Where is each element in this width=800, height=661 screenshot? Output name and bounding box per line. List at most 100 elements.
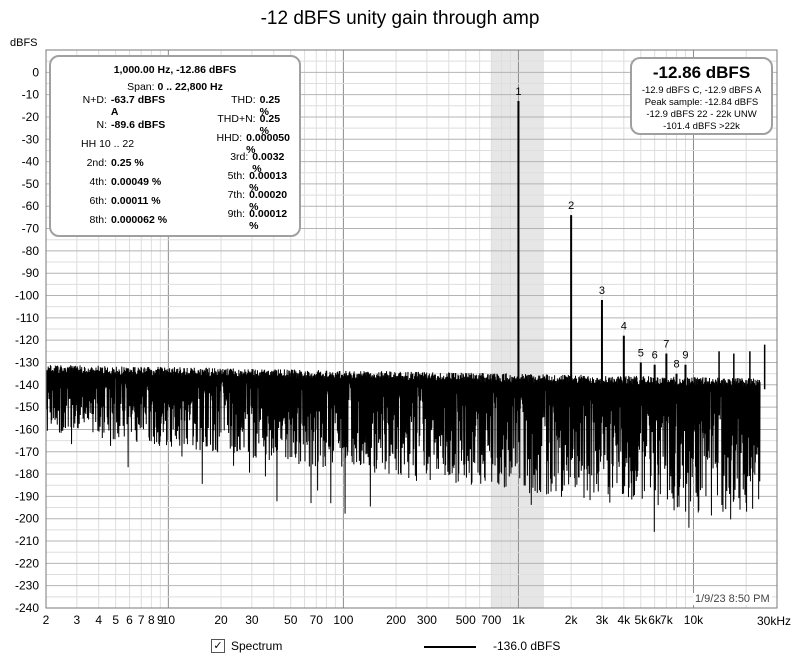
timestamp: 1/9/23 8:50 PM [693, 593, 772, 605]
stats-cell: 9th: 0.00012 % [175, 208, 291, 232]
harmonic-label-2: 2 [568, 200, 574, 212]
spectrum-checkbox[interactable]: ✓ [211, 639, 225, 653]
y-axis-label: dBFS [10, 37, 38, 49]
span-value: 0 .. 22,800 Hz [157, 81, 223, 93]
y-tick-label: 0 [32, 65, 39, 79]
stats-value: 0.25 % [259, 93, 281, 118]
level-readout-panel[interactable]: -12.86 dBFS -12.9 dBFS C, -12.9 dBFS A P… [630, 57, 773, 135]
spectrum-trace [45, 365, 761, 532]
x-tick-label: 5 [112, 613, 119, 627]
harmonic-label-1: 1 [515, 86, 521, 98]
level-unweighted: -12.9 dBFS 22 - 22k UNW [646, 109, 757, 120]
x-tick-label: 20 [214, 613, 228, 627]
y-tick-label: -80 [22, 244, 40, 258]
y-tick-label: -180 [15, 467, 39, 481]
y-tick-label: -50 [22, 177, 40, 191]
stats-label: THD+N: [217, 112, 256, 125]
x-tick-label: 6k [648, 613, 662, 627]
x-tick-label: 4k [617, 613, 631, 627]
y-tick-label: -210 [15, 534, 39, 548]
harmonic-label-9: 9 [682, 350, 688, 362]
level-weighted-values: -12.9 dBFS C, -12.9 dBFS A [641, 85, 762, 96]
stats-label: HHD: [216, 131, 243, 144]
stats-value: 0.000062 % [111, 213, 168, 226]
stats-label: 9th: [227, 207, 246, 220]
stats-label: 4th: [89, 175, 107, 188]
y-tick-label: -240 [15, 601, 39, 615]
stats-label: 2nd: [86, 156, 107, 169]
stats-row: 6th: 0.00011 % 7th: 0.00020 % [59, 189, 291, 213]
stats-row: 2nd: 0.25 % 3rd: 0.0032 % [59, 150, 291, 175]
stats-header: 1,000.00 Hz, -12.86 dBFS [59, 64, 291, 76]
stats-label: N: [96, 118, 108, 131]
x-tick-label: 10 [162, 613, 176, 627]
y-tick-label: -170 [15, 445, 39, 459]
legend-spectrum-label: Spectrum [231, 639, 283, 653]
stats-row: 8th: 0.000062 % 9th: 0.00012 % [59, 208, 291, 232]
x-tick-label: 100 [333, 613, 353, 627]
stats-header-text: 1,000.00 Hz, -12.86 dBFS [113, 64, 237, 76]
stats-value: 0.25 % [259, 112, 281, 137]
x-tick-label: 6 [126, 613, 133, 627]
y-tick-label: -20 [22, 110, 40, 124]
plot-border [45, 49, 778, 609]
stats-cell: 8th: 0.000062 % [59, 214, 175, 226]
y-tick-label: -200 [15, 512, 39, 526]
y-tick-label: -10 [22, 88, 40, 102]
x-tick-label: 30 [245, 613, 259, 627]
stats-cell: HHD: 0.000050 % [175, 132, 291, 156]
stats-cell: THD: 0.25 % [175, 94, 291, 118]
stats-value: 0.00013 % [249, 169, 288, 194]
stats-value: 0.00049 % [111, 175, 162, 188]
stats-cell: HH 10 .. 22 [59, 138, 175, 150]
stats-value: 0.000050 % [246, 131, 290, 156]
y-tick-label: -160 [15, 422, 39, 436]
stats-cell: N+D: -63.7 dBFS A [59, 94, 175, 118]
y-tick-label: -100 [15, 289, 39, 303]
distortion-stats-panel[interactable]: 1,000.00 Hz, -12.86 dBFS Span: 0 .. 22,8… [49, 55, 301, 237]
x-axis-unit-label: 30kHz [757, 614, 792, 628]
y-tick-label: -130 [15, 355, 39, 369]
stats-value: -63.7 dBFS A [110, 93, 166, 118]
stats-value: 0.0032 % [252, 150, 285, 175]
stats-cell: 2nd: 0.25 % [59, 157, 175, 169]
x-tick-label: 8 [148, 613, 155, 627]
harmonic-label-6: 6 [652, 350, 658, 362]
stats-label: 6th: [89, 194, 107, 207]
x-tick-label: 700 [481, 613, 501, 627]
stats-cell: THD+N: 0.25 % [175, 113, 291, 137]
span-label: Span: [127, 81, 155, 93]
y-tick-label: -30 [22, 132, 40, 146]
stats-label: 7th: [227, 188, 246, 201]
level-peak-sample: Peak sample: -12.84 dBFS [644, 97, 759, 108]
stats-cell: 7th: 0.00020 % [175, 189, 291, 213]
stats-cell: N: -89.6 dBFS [59, 119, 175, 131]
stats-cell: 5th: 0.00013 % [175, 170, 291, 194]
y-tick-label: -220 [15, 556, 39, 570]
stats-value: 0.25 % [111, 156, 144, 169]
harmonic-label-4: 4 [621, 321, 627, 333]
legend: ✓ Spectrum -136.0 dBFS [0, 637, 800, 657]
y-tick-label: -60 [22, 199, 40, 213]
x-tick-label: 10k [684, 613, 704, 627]
stats-value: 0.00020 % [249, 188, 288, 213]
legend-value: -136.0 dBFS [493, 639, 561, 653]
harmonic-label-7: 7 [663, 339, 669, 351]
x-tick-label: 5k [634, 613, 648, 627]
y-tick-label: -150 [15, 400, 39, 414]
x-tick-label: 3k [596, 613, 610, 627]
stats-cell: 4th: 0.00049 % [59, 176, 175, 188]
y-tick-label: -140 [15, 378, 39, 392]
x-tick-label: 300 [417, 613, 437, 627]
stats-label: THD: [231, 93, 256, 106]
stats-row: N+D: -63.7 dBFS A THD: 0.25 % [59, 94, 291, 118]
stats-row: 4th: 0.00049 % 5th: 0.00013 % [59, 170, 291, 194]
harmonic-label-8: 8 [673, 359, 679, 371]
x-tick-label: 1k [512, 613, 526, 627]
stats-label: 3rd: [230, 150, 249, 163]
x-tick-label: 7k [660, 613, 674, 627]
x-tick-label: 70 [310, 613, 324, 627]
stats-label: 5th: [227, 169, 246, 182]
x-tick-label: 3 [73, 613, 80, 627]
